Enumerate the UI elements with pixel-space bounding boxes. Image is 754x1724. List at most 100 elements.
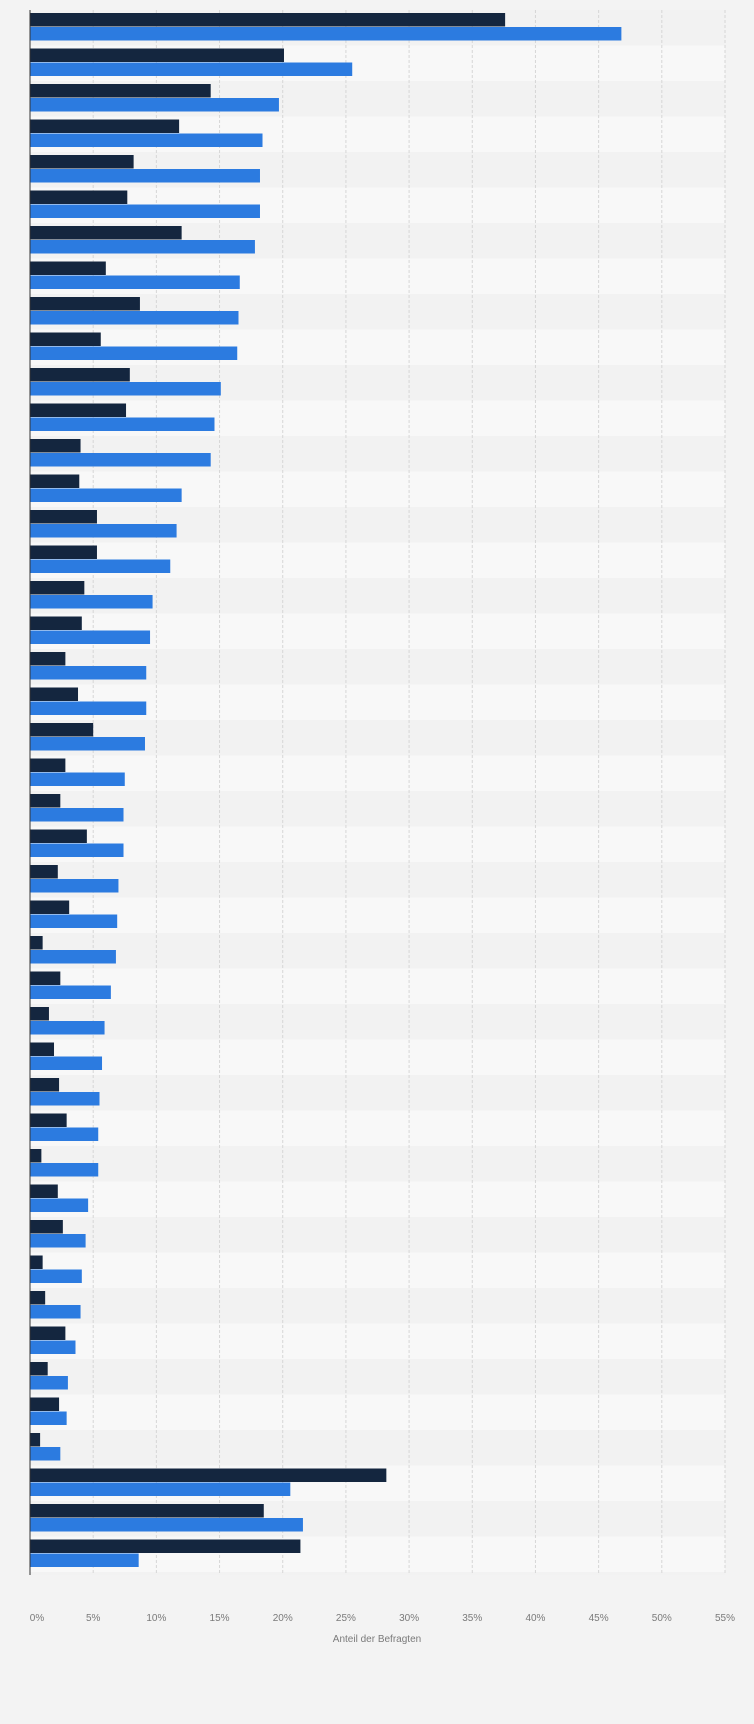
bar-series-1-row-11: [30, 368, 130, 382]
bar-series-1-row-42: [30, 1468, 387, 1482]
bar-series-2-row-22: [30, 772, 125, 786]
x-tick-label: 45%: [589, 1613, 609, 1624]
bar-series-2-row-37: [30, 1305, 81, 1319]
bar-series-1-row-2: [30, 48, 284, 62]
bar-series-2-row-25: [30, 879, 119, 893]
x-tick-label: 55%: [715, 1613, 735, 1624]
bar-series-2-row-41: [30, 1447, 61, 1461]
bar-series-1-row-43: [30, 1504, 264, 1518]
bar-series-2-row-11: [30, 382, 221, 396]
bar-series-1-row-15: [30, 510, 97, 524]
bar-series-2-row-16: [30, 559, 171, 573]
bar-series-1-row-21: [30, 723, 94, 737]
x-tick-label: 20%: [273, 1613, 293, 1624]
bar-series-2-row-7: [30, 240, 255, 254]
bar-series-2-row-23: [30, 808, 124, 822]
bar-series-1-row-30: [30, 1042, 55, 1056]
bar-series-1-row-24: [30, 829, 87, 843]
bar-series-1-row-6: [30, 190, 128, 204]
bar-series-1-row-27: [30, 936, 43, 950]
x-tick-label: 40%: [525, 1613, 545, 1624]
bar-series-1-row-32: [30, 1113, 67, 1127]
bar-series-2-row-12: [30, 417, 215, 431]
bar-series-2-row-27: [30, 950, 116, 964]
x-tick-label: 0%: [30, 1613, 45, 1624]
bar-series-2-row-24: [30, 843, 124, 857]
bar-series-1-row-7: [30, 226, 182, 240]
x-tick-label: 35%: [462, 1613, 482, 1624]
bar-series-1-row-14: [30, 474, 80, 488]
bar-series-1-row-20: [30, 687, 79, 701]
bar-series-2-row-35: [30, 1234, 86, 1248]
row-band: [30, 826, 725, 862]
row-band: [30, 1181, 725, 1217]
row-band: [30, 1039, 725, 1075]
bar-series-1-row-13: [30, 439, 81, 453]
bar-series-2-row-4: [30, 133, 263, 147]
bar-series-1-row-23: [30, 794, 61, 808]
bar-series-1-row-4: [30, 119, 180, 133]
bar-series-1-row-40: [30, 1397, 60, 1411]
bar-series-2-row-1: [30, 27, 622, 41]
row-band: [30, 791, 725, 827]
row-band: [30, 1430, 725, 1466]
bar-series-1-row-35: [30, 1220, 63, 1234]
bar-series-1-row-9: [30, 297, 140, 311]
row-band: [30, 1252, 725, 1288]
bar-series-2-row-34: [30, 1198, 89, 1212]
bar-series-1-row-41: [30, 1433, 41, 1447]
bar-series-2-row-2: [30, 62, 353, 76]
row-band: [30, 897, 725, 933]
row-band: [30, 1359, 725, 1395]
row-band: [30, 1288, 725, 1324]
row-band: [30, 968, 725, 1004]
x-tick-label: 15%: [210, 1613, 230, 1624]
bar-series-1-row-25: [30, 865, 58, 879]
bar-series-1-row-18: [30, 616, 82, 630]
row-band: [30, 1323, 725, 1359]
x-axis-title: Anteil der Befragten: [333, 1634, 421, 1645]
bar-series-1-row-10: [30, 332, 101, 346]
bar-series-2-row-28: [30, 985, 111, 999]
bar-series-2-row-5: [30, 169, 260, 183]
bar-series-1-row-5: [30, 155, 134, 169]
bar-series-2-row-20: [30, 701, 147, 715]
bar-series-2-row-14: [30, 488, 182, 502]
row-band: [30, 755, 725, 791]
bar-series-2-row-31: [30, 1092, 100, 1106]
bar-series-1-row-16: [30, 545, 97, 559]
row-band: [30, 1075, 725, 1111]
bar-series-2-row-17: [30, 595, 153, 609]
bar-series-2-row-6: [30, 204, 260, 218]
x-tick-label: 50%: [652, 1613, 672, 1624]
bar-series-2-row-42: [30, 1482, 291, 1496]
bar-series-1-row-26: [30, 900, 70, 914]
bar-series-1-row-19: [30, 652, 66, 666]
bar-series-2-row-36: [30, 1269, 82, 1283]
bar-series-1-row-3: [30, 84, 211, 98]
bar-series-2-row-15: [30, 524, 177, 538]
bar-series-1-row-17: [30, 581, 85, 595]
bar-series-2-row-33: [30, 1163, 99, 1177]
bar-series-2-row-29: [30, 1021, 105, 1035]
bar-series-1-row-29: [30, 1007, 49, 1021]
bar-series-1-row-31: [30, 1078, 60, 1092]
bar-series-1-row-38: [30, 1326, 66, 1340]
bar-series-2-row-39: [30, 1376, 68, 1390]
bar-series-1-row-8: [30, 261, 106, 275]
bar-series-1-row-12: [30, 403, 127, 417]
bar-series-1-row-39: [30, 1362, 48, 1376]
bar-series-1-row-1: [30, 13, 506, 27]
row-band: [30, 1004, 725, 1040]
bar-series-1-row-22: [30, 758, 66, 772]
bar-series-1-row-36: [30, 1255, 43, 1269]
bar-series-1-row-44: [30, 1539, 301, 1553]
bar-series-2-row-3: [30, 98, 279, 112]
bar-series-2-row-40: [30, 1411, 67, 1425]
row-band: [30, 933, 725, 969]
x-tick-label: 25%: [336, 1613, 356, 1624]
bar-series-2-row-9: [30, 311, 239, 325]
bar-series-1-row-37: [30, 1291, 46, 1305]
x-tick-label: 5%: [86, 1613, 101, 1624]
